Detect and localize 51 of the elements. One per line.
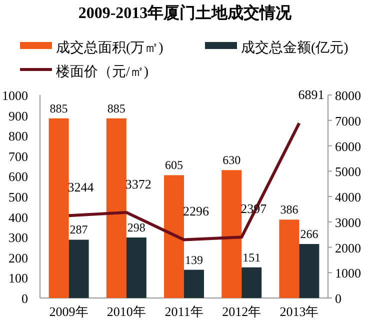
y2-tick-label: 4000 — [335, 190, 361, 204]
chart-title: 2009-2013年厦门土地成交情况 — [78, 3, 293, 22]
data-label: 266 — [300, 227, 318, 241]
bar — [279, 220, 300, 298]
bar — [299, 244, 320, 298]
y2-tick-label: 7000 — [335, 113, 361, 128]
legend-label: 楼面价（元/㎡) — [56, 64, 149, 80]
x-tick-label: 2011年 — [164, 304, 204, 319]
x-tick-label: 2013年 — [280, 304, 319, 319]
legend-label: 成交总金额(亿元) — [241, 40, 349, 56]
y-tick-label: 600 — [8, 169, 28, 184]
data-label: 298 — [127, 220, 146, 235]
legend-label: 成交总面积(万㎡) — [56, 40, 164, 56]
data-label: 885 — [50, 101, 68, 116]
y-tick-label: 1000 — [2, 88, 28, 103]
line-series — [67, 122, 301, 242]
y-tick-label: 0 — [22, 291, 28, 306]
bar — [222, 170, 242, 298]
data-label: 139 — [185, 252, 203, 267]
data-label: 605 — [165, 158, 183, 172]
y-tick-label: 500 — [8, 190, 28, 204]
bar — [242, 267, 262, 298]
y-tick-label: 300 — [8, 230, 28, 246]
y-tick-label: 100 — [8, 270, 28, 286]
x-tick-label: 2009年 — [49, 304, 88, 319]
data-label: 151 — [242, 250, 261, 264]
bar — [126, 238, 146, 298]
y2-tick-label: 1000 — [335, 266, 361, 281]
y2-tick-label: 2000 — [335, 240, 361, 256]
data-label: 6891 — [298, 87, 324, 102]
bar — [68, 240, 89, 298]
data-label: 885 — [107, 101, 126, 116]
y2-tick-label: 5000 — [335, 164, 361, 180]
y2-tick-label: 3000 — [335, 214, 361, 230]
x-tick-label: 2012年 — [222, 304, 262, 319]
x-tick-label: 2010年 — [106, 304, 146, 319]
y-tick-label: 900 — [8, 108, 28, 124]
y2-tick-label: 0 — [335, 291, 342, 306]
y-tick-label: 200 — [8, 250, 28, 266]
data-label: 287 — [70, 222, 88, 237]
data-label: 630 — [222, 153, 241, 168]
y2-tick-label: 8000 — [335, 88, 361, 103]
bar — [164, 175, 184, 298]
bar — [106, 118, 126, 298]
y-tick-label: 800 — [8, 128, 28, 144]
y-tick-label: 400 — [8, 210, 28, 225]
data-label: 386 — [280, 202, 298, 217]
bar — [48, 118, 69, 298]
y2-tick-label: 6000 — [335, 138, 361, 154]
bar — [184, 270, 204, 298]
y-tick-label: 700 — [8, 148, 28, 164]
